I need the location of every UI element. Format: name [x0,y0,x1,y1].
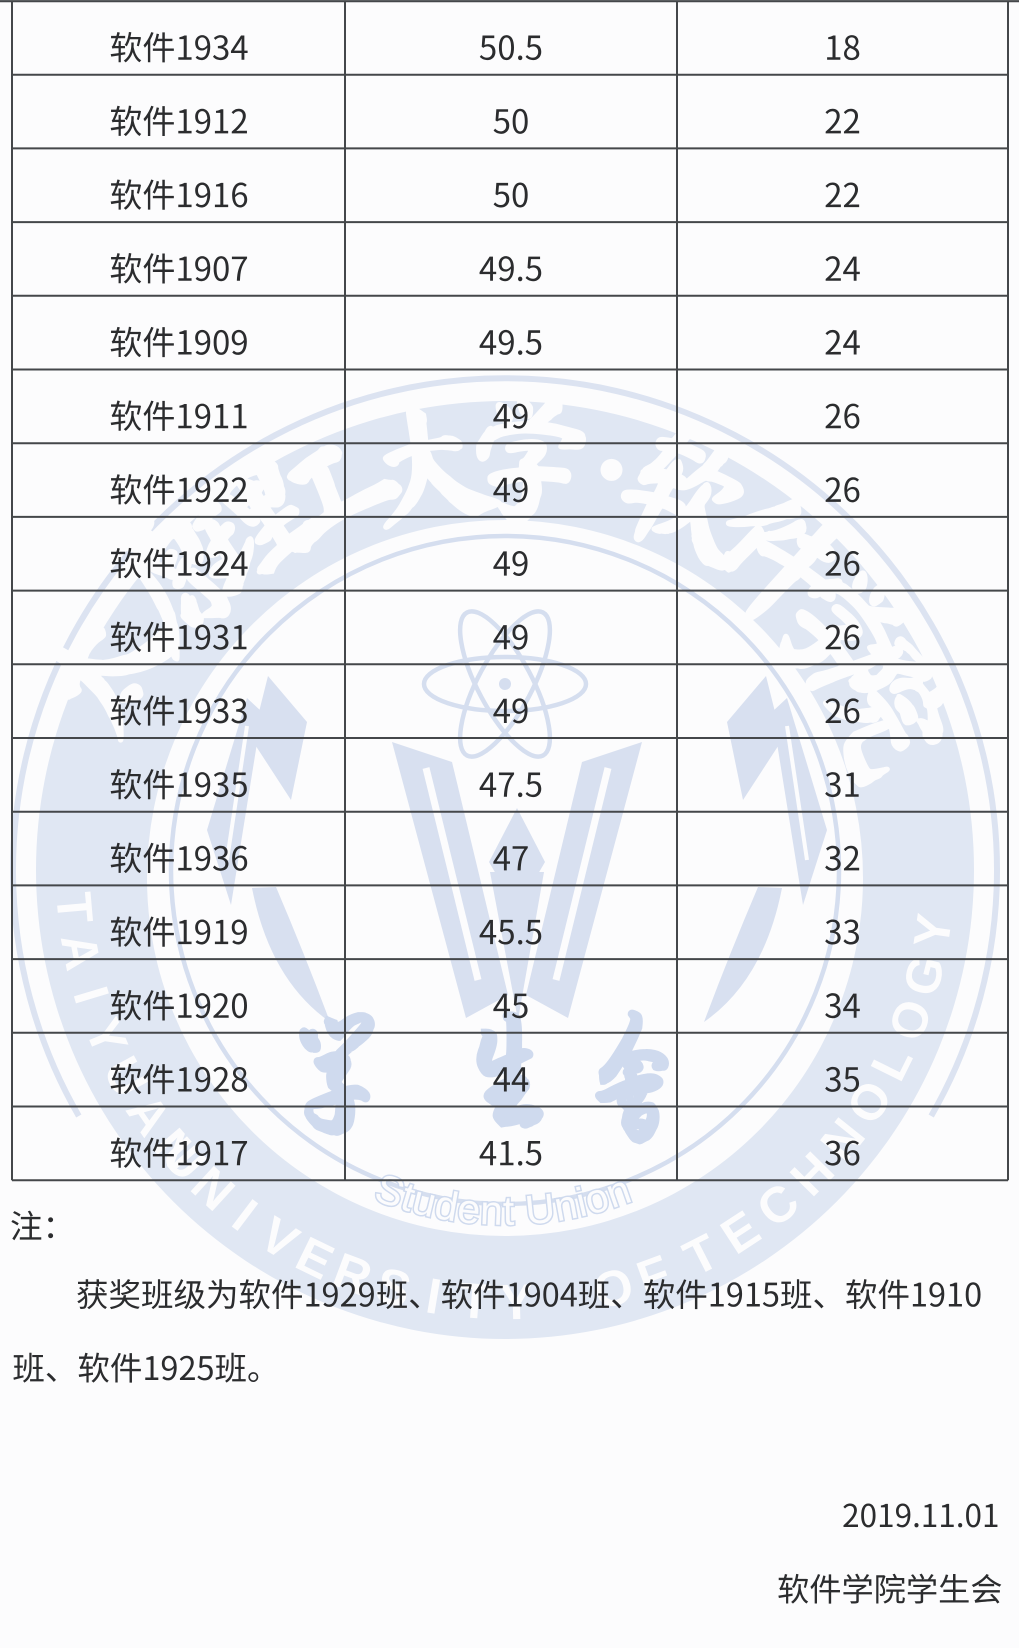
svg-text:t: t [503,1188,515,1234]
svg-text:U: U [523,1185,557,1234]
svg-text:e: e [455,1185,483,1233]
svg-text:n: n [479,1187,504,1234]
